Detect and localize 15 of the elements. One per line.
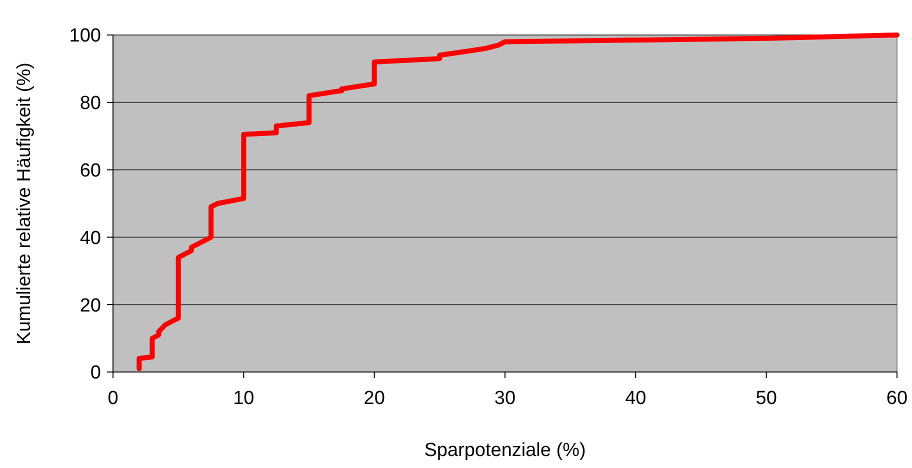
y-tick-label: 20: [80, 295, 101, 316]
x-tick-label: 0: [108, 388, 118, 409]
x-tick-label: 40: [625, 388, 646, 409]
y-tick-label: 40: [80, 228, 101, 249]
x-tick-label: 50: [756, 388, 777, 409]
x-tick-label: 30: [494, 388, 516, 409]
x-tick-label: 20: [364, 388, 385, 409]
x-tick-label: 10: [233, 388, 254, 409]
y-tick-label: 100: [69, 26, 101, 47]
y-axis-title: Kumulierte relative Häufigkeit (%): [14, 62, 35, 344]
x-tick-label: 60: [886, 388, 908, 409]
y-tick-label: 60: [80, 160, 101, 182]
y-tick-label: 80: [80, 93, 101, 114]
y-tick-label: 0: [90, 362, 101, 384]
x-axis-title: Sparpotenziale (%): [424, 440, 586, 461]
